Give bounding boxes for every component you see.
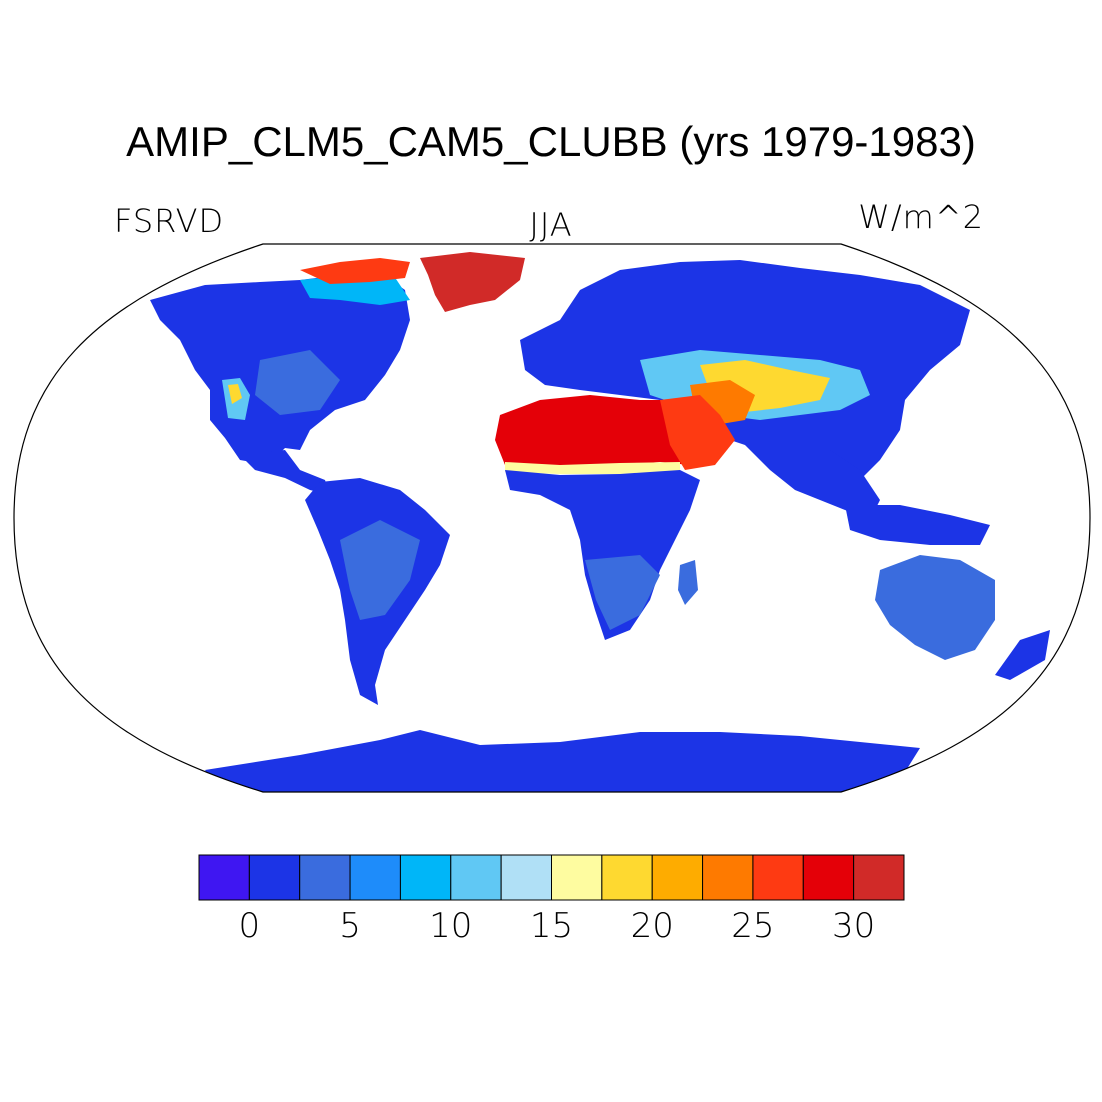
colorbar-swatch bbox=[198, 854, 250, 901]
colorbar-swatch bbox=[349, 854, 401, 901]
figure-title: AMIP_CLM5_CAM5_CLUBB (yrs 1979-1983) bbox=[126, 118, 976, 165]
colorbar-tick-label: 25 bbox=[731, 906, 775, 946]
colorbar-swatch bbox=[853, 854, 905, 901]
region-australia bbox=[875, 555, 995, 660]
colorbar-tick-label: 5 bbox=[339, 906, 361, 946]
variable-label: FSRVD bbox=[114, 202, 225, 240]
units-label: W/m^2 bbox=[858, 198, 984, 236]
colorbar bbox=[198, 854, 905, 901]
region-south-asia bbox=[740, 440, 880, 520]
region-arabia bbox=[660, 395, 735, 470]
region-sahel bbox=[505, 462, 680, 474]
map-fill-layer bbox=[150, 252, 1050, 792]
colorbar-tick-label: 15 bbox=[529, 906, 574, 946]
colorbar-swatch bbox=[551, 854, 603, 901]
region-madagascar bbox=[678, 560, 698, 605]
colorbar-tick-label: 30 bbox=[832, 906, 876, 946]
colorbar-swatch bbox=[802, 854, 855, 901]
region-arctic-islands bbox=[300, 258, 410, 284]
colorbar-swatch bbox=[601, 854, 653, 901]
region-new-zealand bbox=[995, 630, 1050, 680]
map-boundary bbox=[13, 243, 1091, 793]
region-southern-africa bbox=[585, 555, 660, 630]
colorbar-swatch bbox=[651, 854, 704, 901]
colorbar-swatch bbox=[399, 854, 452, 901]
colorbar-tick-label: 20 bbox=[630, 906, 674, 946]
colorbar-tick-label: 0 bbox=[238, 906, 261, 946]
region-greenland bbox=[420, 252, 525, 312]
region-maritime bbox=[845, 505, 990, 545]
colorbar-swatch bbox=[450, 854, 502, 901]
colorbar-swatch bbox=[702, 854, 754, 901]
region-africa bbox=[505, 470, 700, 640]
region-na-mid-patch bbox=[255, 350, 340, 415]
region-central-america bbox=[240, 450, 330, 495]
colorbar-swatch bbox=[752, 854, 804, 901]
region-sa-interior bbox=[340, 520, 420, 620]
colorbar-swatch bbox=[299, 854, 351, 901]
season-label: JJA bbox=[529, 206, 573, 244]
colorbar-tick-label: 10 bbox=[429, 906, 473, 946]
colorbar-swatch bbox=[248, 854, 301, 901]
region-antarctica bbox=[205, 730, 920, 792]
colorbar-swatch bbox=[500, 854, 552, 901]
region-na-southwest-patch bbox=[228, 384, 242, 404]
